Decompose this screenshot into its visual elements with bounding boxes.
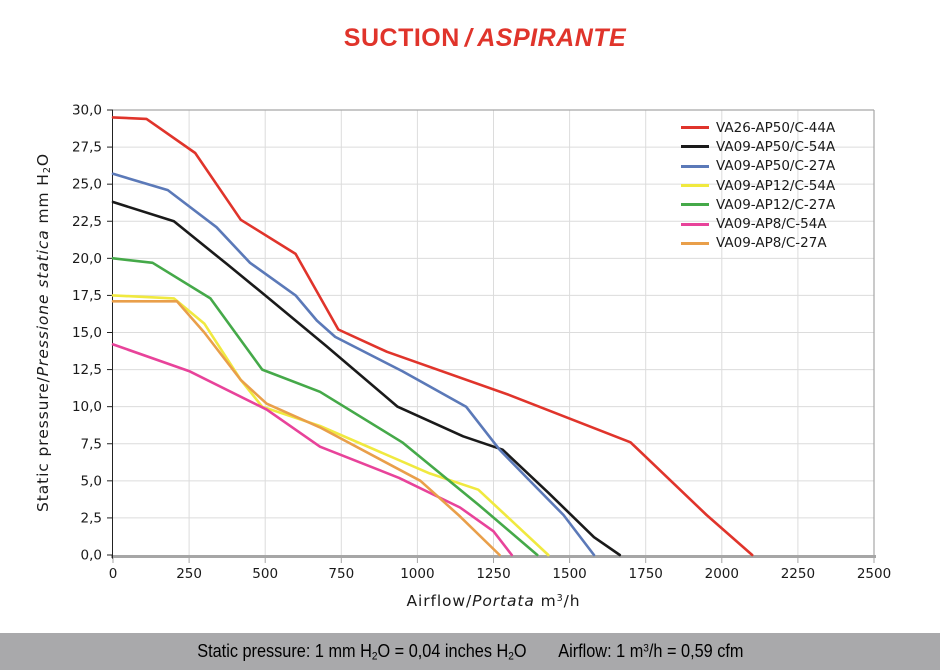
legend-item: VA09-AP12/C-54A: [681, 176, 835, 195]
text-segment: Static pressure: 1 mm H: [196, 640, 372, 662]
x-tick-label: 1500: [552, 566, 586, 582]
y-tick-label: 25,0: [72, 177, 102, 193]
series-line-2: [111, 172, 596, 557]
x-tick-label: 750: [328, 566, 354, 582]
legend-label: VA26-AP50/C-44A: [716, 119, 836, 136]
series-line-6: [111, 299, 501, 557]
text-segment: 2: [371, 650, 378, 663]
text-segment: Airflow: 1 m: [557, 640, 643, 662]
legend-label: VA09-AP50/C-54A: [716, 138, 836, 155]
x-tick-label: 2000: [705, 566, 739, 582]
series-lines: [111, 116, 754, 557]
text-segment: Static pressure/: [34, 376, 52, 513]
legend-swatch-line: [681, 126, 709, 130]
x-tick-label: 1750: [629, 566, 663, 582]
legend-swatch-line: [681, 203, 709, 207]
legend-swatch-line: [681, 241, 709, 245]
conversion-note-static-pressure: Static pressure: 1 mm H2O = 0,04 inches …: [196, 640, 527, 663]
y-tick-label: 2,5: [81, 510, 102, 526]
series-line-1: [111, 200, 622, 557]
footer-text: Static pressure: 1 mm H2O = 0,04 inches …: [197, 640, 743, 663]
text-segment: 2: [507, 650, 514, 663]
series-line-0: [111, 116, 754, 557]
legend-label: VA09-AP8/C-54A: [716, 216, 827, 233]
legend-item: VA09-AP8/C-54A: [681, 214, 835, 233]
legend-label: VA09-AP12/C-54A: [716, 177, 836, 194]
legend-item: VA09-AP50/C-27A: [681, 157, 835, 176]
legend-swatch-line: [681, 184, 709, 188]
legend-label: VA09-AP50/C-27A: [716, 158, 836, 175]
title-secondary: ASPIRANTE: [477, 24, 627, 52]
axis-ticks: [107, 109, 875, 563]
x-tick-label: 250: [176, 566, 202, 582]
y-tick-label: 17,5: [72, 288, 102, 304]
legend-item: VA26-AP50/C-44A: [681, 118, 835, 137]
legend-swatch-line: [681, 145, 709, 149]
legend-label: VA09-AP8/C-27A: [716, 235, 827, 252]
footer-bar: Static pressure: 1 mm H2O = 0,04 inches …: [0, 633, 940, 670]
plot-border: [111, 109, 876, 559]
legend: VA26-AP50/C-44A VA09-AP50/C-54A VA09-AP50/…: [681, 118, 835, 253]
text-segment: 3: [556, 593, 564, 605]
text-segment: O: [513, 640, 527, 662]
chart-plot: 30,0 27,5 25,0 22,5 20,0 17,5 15,0 12,5 10,0 7,5 5…: [72, 103, 891, 583]
series-line-4: [111, 256, 539, 557]
y-tick-label: 27,5: [72, 140, 102, 156]
y-tick-label: 30,0: [72, 103, 102, 119]
text-segment: 2: [42, 166, 54, 174]
legend-item: VA09-AP12/C-27A: [681, 195, 835, 214]
text-segment: O: [34, 153, 52, 167]
x-tick-label: 500: [252, 566, 278, 582]
series-line-5: [111, 343, 514, 557]
conversion-note-airflow: Airflow: 1 m3/h = 0,59 cfm: [558, 640, 743, 661]
x-axis-title: Airflow/Portata m3/h: [113, 592, 874, 610]
title-separator: /: [464, 24, 473, 52]
legend-swatch-line: [681, 222, 709, 226]
y-axis-title: Static pressure/Pressione statica mm H2O: [34, 110, 53, 555]
y-tick-label: 22,5: [72, 214, 102, 230]
text-segment: mm H: [34, 173, 52, 230]
x-tick-label: 1250: [476, 566, 510, 582]
y-tick-label: 5,0: [81, 473, 102, 489]
y-tick-label: 10,0: [72, 399, 102, 415]
legend-swatch-line: [681, 164, 709, 168]
gridlines: [113, 110, 874, 555]
text-segment: m: [534, 592, 557, 610]
y-tick-label: 12,5: [72, 362, 102, 378]
text-segment: /h = 0,59 cfm: [648, 640, 744, 662]
legend-label: VA09-AP12/C-27A: [716, 196, 836, 213]
x-tick-label: 2250: [781, 566, 815, 582]
text-segment: O = 0,04 inches H: [377, 640, 508, 662]
title-main: SUCTION: [343, 24, 460, 52]
text-segment: /h: [563, 592, 581, 610]
legend-item: VA09-AP8/C-27A: [681, 234, 835, 253]
y-tick-label: 7,5: [81, 436, 102, 452]
x-tick-label: 2500: [857, 566, 891, 582]
x-tick-label: 0: [109, 566, 118, 582]
x-tick-label: 1000: [400, 566, 434, 582]
text-segment: Portata: [472, 592, 535, 610]
chart-title: SUCTION / ASPIRANTE: [0, 24, 940, 53]
text-segment: Airflow/: [406, 592, 473, 610]
y-tick-label: 20,0: [72, 251, 102, 267]
legend-item: VA09-AP50/C-54A: [681, 137, 835, 156]
text-segment: 3: [642, 642, 649, 655]
text-segment: Pressione statica: [34, 229, 52, 377]
y-tick-label: 0,0: [81, 548, 102, 564]
y-tick-labels: 30,0 27,5 25,0 22,5 20,0 17,5 15,0 12,5 10,0 7,5 5…: [72, 103, 102, 564]
x-tick-labels: 0 250 500 750 1000 1250 1500 1750 2000 2250 2500: [109, 566, 891, 582]
y-tick-label: 15,0: [72, 325, 102, 341]
